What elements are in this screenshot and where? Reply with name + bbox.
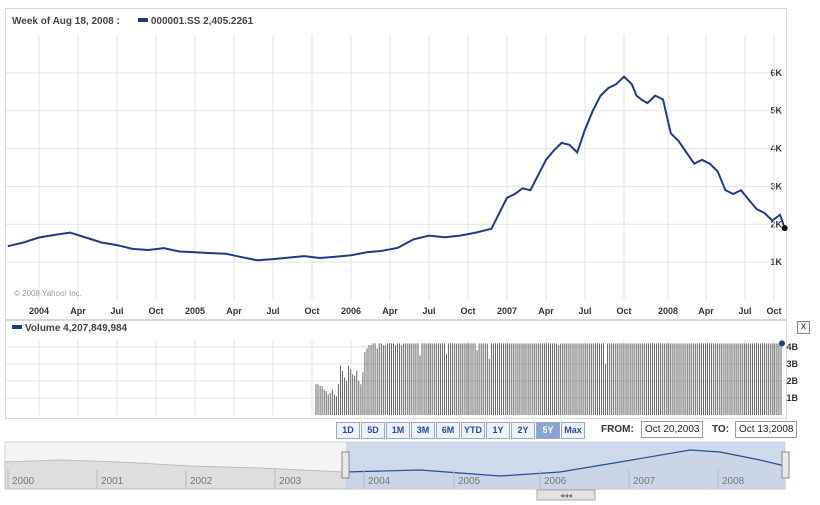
volume-tick-label: 3B [786, 359, 798, 369]
y-tick-label: 4K [770, 144, 782, 154]
x-tick-label: 2005 [185, 306, 205, 316]
overview-year-label: 2004 [368, 476, 391, 487]
to-label: TO: [712, 424, 730, 435]
volume-tick-label: 2B [786, 376, 798, 386]
from-date-input[interactable]: Oct 20,2003 [641, 421, 704, 438]
volume-chart: 1B 2B 3B 4B [6, 340, 798, 415]
y-tick-label: 1K [770, 257, 782, 267]
x-tick-label: Jul [422, 306, 435, 316]
range-button-6m[interactable]: 6M [436, 422, 460, 439]
range-button-2y[interactable]: 2Y [511, 422, 535, 439]
overview-year-label: 2000 [12, 476, 35, 487]
close-volume-button[interactable]: x [797, 321, 810, 334]
from-label: FROM: [601, 424, 634, 435]
price-line [7, 75, 786, 262]
range-button-ytd[interactable]: YTD [461, 422, 485, 439]
overview-year-label: 2007 [633, 476, 656, 487]
volume-label: Volume [25, 323, 61, 334]
series-symbol: 000001.SS [150, 16, 201, 27]
overview-year-label: 2005 [458, 476, 481, 487]
x-tick-label: Jul [738, 306, 751, 316]
overview-left-handle [341, 451, 350, 479]
x-tick-label: 2008 [658, 306, 678, 316]
range-button-3m[interactable]: 3M [411, 422, 435, 439]
to-date-input[interactable]: Oct 13,2008 [735, 421, 798, 438]
x-tick-label: Oct [148, 306, 163, 316]
overview-selection-line [344, 449, 786, 477]
x-tick-label: Oct [304, 306, 319, 316]
overview-scroll-thumb [536, 489, 596, 501]
x-tick-label: Apr [382, 306, 398, 316]
x-tick-label: Apr [698, 306, 714, 316]
range-button-1y[interactable]: 1Y [486, 422, 510, 439]
x-tick-label: Apr [226, 306, 242, 316]
chart-header: Week of Aug 18, 2008 : 000001.SS 2,405.22… [12, 16, 253, 27]
series-swatch [137, 18, 148, 23]
volume-value: 4,207,849,984 [63, 323, 128, 334]
overview-year-label: 2001 [101, 476, 124, 487]
y-tick-label: 2K [770, 219, 782, 229]
x-tick-label: Oct [766, 306, 781, 316]
x-tick-label: Jul [110, 306, 123, 316]
x-tick-label: Oct [460, 306, 475, 316]
volume-header: Volume 4,207,849,984 [12, 323, 127, 334]
range-button-max[interactable]: Max [561, 422, 585, 439]
overview-year-label: 2008 [722, 476, 745, 487]
overview-right-handle [781, 451, 790, 479]
x-tick-label: Apr [70, 306, 86, 316]
overview-scroll-grip: ◂◂◂ [560, 491, 572, 500]
range-button-1m[interactable]: 1M [386, 422, 410, 439]
x-tick-label: Jul [578, 306, 591, 316]
overview-navigator: 2000 2001 2002 2003 2004 2005 2006 2007 2008 ◂◂◂ [4, 441, 790, 501]
x-tick-label: Apr [538, 306, 554, 316]
series-value: 2,405.2261 [203, 16, 254, 27]
y-tick-label: 3K [770, 181, 782, 191]
last-volume-marker [779, 340, 785, 347]
volume-tick-label: 1B [786, 393, 798, 403]
overview-year-label: 2002 [190, 476, 213, 487]
volume-swatch [12, 325, 22, 330]
week-label: Week of Aug 18, 2008 : [12, 16, 120, 27]
x-tick-label: 2004 [29, 306, 49, 316]
range-button-5y[interactable]: 5Y [536, 422, 560, 439]
main-chart-frame [5, 8, 787, 320]
volume-tick-label: 4B [786, 342, 798, 352]
range-button-1d[interactable]: 1D [336, 422, 360, 439]
price-chart: 1K 2K 3K 4K 5K 6K 2004 Apr Jul Oct 2005 Apr Jul Oct 20… [6, 35, 788, 316]
x-tick-label: 2006 [341, 306, 361, 316]
copyright-notice: © 2008 Yahoo! Inc. [14, 289, 82, 298]
x-tick-label: 2007 [497, 306, 517, 316]
y-tick-label: 5K [770, 106, 782, 116]
overview-year-label: 2003 [279, 476, 302, 487]
overview-selection [346, 442, 785, 489]
x-tick-label: Oct [616, 306, 631, 316]
y-tick-label: 6K [770, 68, 782, 78]
overview-year-label: 2006 [544, 476, 567, 487]
range-button-5d[interactable]: 5D [361, 422, 385, 439]
x-tick-label: Jul [266, 306, 279, 316]
last-price-marker [781, 225, 788, 232]
